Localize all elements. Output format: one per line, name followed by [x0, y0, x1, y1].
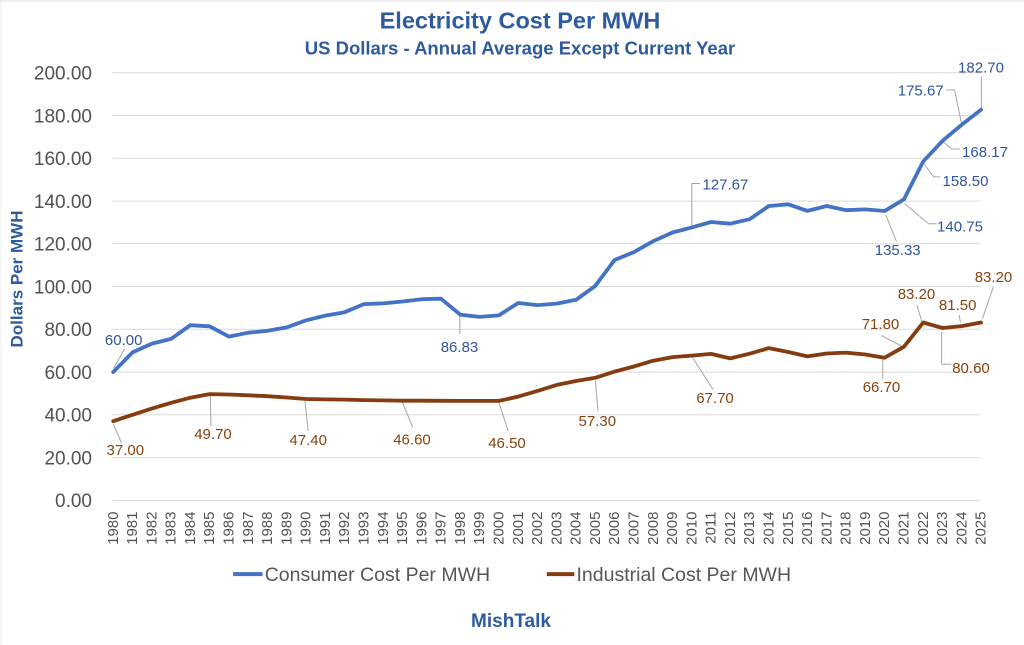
svg-text:1989: 1989	[278, 512, 295, 545]
svg-text:1983: 1983	[163, 512, 180, 545]
svg-text:2005: 2005	[587, 512, 604, 545]
svg-text:2004: 2004	[568, 512, 585, 545]
svg-text:2011: 2011	[703, 512, 720, 544]
svg-text:2019: 2019	[857, 512, 874, 545]
svg-text:1982: 1982	[143, 512, 160, 545]
svg-text:1988: 1988	[259, 512, 276, 545]
svg-text:Consumer Cost Per MWH: Consumer Cost Per MWH	[265, 564, 490, 586]
svg-text:2020: 2020	[876, 512, 893, 545]
svg-text:2015: 2015	[780, 512, 797, 545]
svg-text:20.00: 20.00	[44, 448, 92, 469]
svg-text:2023: 2023	[934, 512, 951, 545]
svg-text:1990: 1990	[298, 512, 315, 545]
svg-text:2009: 2009	[664, 512, 681, 545]
svg-text:40.00: 40.00	[44, 406, 92, 427]
svg-text:1980: 1980	[105, 512, 122, 545]
svg-text:2017: 2017	[818, 512, 835, 545]
svg-text:57.30: 57.30	[579, 413, 617, 430]
svg-text:127.67: 127.67	[702, 176, 748, 193]
svg-text:80.60: 80.60	[952, 360, 990, 377]
svg-text:60.00: 60.00	[105, 332, 143, 349]
svg-text:2008: 2008	[645, 512, 662, 545]
svg-text:1992: 1992	[336, 512, 353, 545]
svg-text:0.00: 0.00	[55, 491, 92, 512]
svg-text:83.20: 83.20	[898, 286, 936, 303]
svg-text:1995: 1995	[394, 512, 411, 545]
svg-text:120.00: 120.00	[34, 235, 92, 256]
svg-text:2007: 2007	[626, 512, 643, 545]
svg-text:1991: 1991	[317, 512, 334, 545]
svg-text:1981: 1981	[124, 512, 141, 545]
svg-text:1998: 1998	[452, 512, 469, 545]
svg-text:1985: 1985	[201, 512, 218, 545]
svg-text:200.00: 200.00	[34, 64, 92, 85]
svg-text:1986: 1986	[221, 512, 238, 545]
svg-text:US Dollars - Annual Average Ex: US Dollars - Annual Average Except Curre…	[305, 38, 735, 59]
svg-text:100.00: 100.00	[34, 277, 92, 298]
svg-text:37.00: 37.00	[107, 442, 145, 459]
svg-text:2003: 2003	[548, 512, 565, 545]
svg-text:66.70: 66.70	[863, 379, 901, 396]
svg-text:71.80: 71.80	[862, 316, 900, 333]
svg-text:2018: 2018	[838, 512, 855, 545]
svg-text:160.00: 160.00	[34, 149, 92, 170]
svg-text:1993: 1993	[356, 512, 373, 545]
svg-text:46.60: 46.60	[393, 432, 431, 449]
svg-text:49.70: 49.70	[194, 426, 232, 443]
svg-text:182.70: 182.70	[958, 60, 1004, 77]
svg-text:2022: 2022	[915, 512, 932, 545]
svg-text:2000: 2000	[491, 512, 508, 545]
svg-text:135.33: 135.33	[875, 242, 921, 259]
svg-text:67.70: 67.70	[696, 390, 734, 407]
svg-text:2013: 2013	[741, 512, 758, 545]
svg-text:86.83: 86.83	[441, 339, 479, 356]
svg-text:1999: 1999	[471, 512, 488, 545]
svg-text:158.50: 158.50	[943, 173, 989, 190]
svg-text:47.40: 47.40	[289, 432, 327, 449]
svg-text:60.00: 60.00	[44, 363, 92, 384]
svg-text:2002: 2002	[529, 512, 546, 545]
svg-text:Industrial Cost Per MWH: Industrial Cost Per MWH	[577, 564, 792, 586]
svg-text:168.17: 168.17	[962, 144, 1008, 161]
svg-text:180.00: 180.00	[34, 106, 92, 127]
svg-text:80.00: 80.00	[44, 320, 92, 341]
svg-text:46.50: 46.50	[488, 435, 526, 452]
svg-text:2006: 2006	[606, 512, 623, 545]
svg-text:Dollars Per MWH: Dollars Per MWH	[8, 211, 27, 348]
svg-text:2024: 2024	[953, 512, 970, 545]
svg-text:2001: 2001	[510, 512, 527, 545]
svg-text:1994: 1994	[375, 512, 392, 545]
svg-text:175.67: 175.67	[898, 82, 944, 99]
svg-text:Electricity Cost Per MWH: Electricity Cost Per MWH	[380, 8, 661, 34]
svg-text:2021: 2021	[896, 512, 913, 545]
svg-text:2014: 2014	[761, 512, 778, 545]
svg-text:2016: 2016	[799, 512, 816, 545]
svg-text:1984: 1984	[182, 512, 199, 545]
svg-text:2010: 2010	[683, 512, 700, 545]
svg-text:1996: 1996	[413, 512, 430, 545]
svg-text:83.20: 83.20	[975, 269, 1013, 286]
svg-text:140.00: 140.00	[34, 192, 92, 213]
svg-text:1987: 1987	[240, 512, 257, 545]
svg-text:2025: 2025	[973, 512, 990, 545]
svg-text:1997: 1997	[433, 512, 450, 545]
svg-text:2012: 2012	[722, 512, 739, 545]
svg-text:140.75: 140.75	[937, 219, 983, 236]
svg-text:81.50: 81.50	[939, 297, 977, 314]
svg-text:MishTalk: MishTalk	[471, 611, 551, 632]
